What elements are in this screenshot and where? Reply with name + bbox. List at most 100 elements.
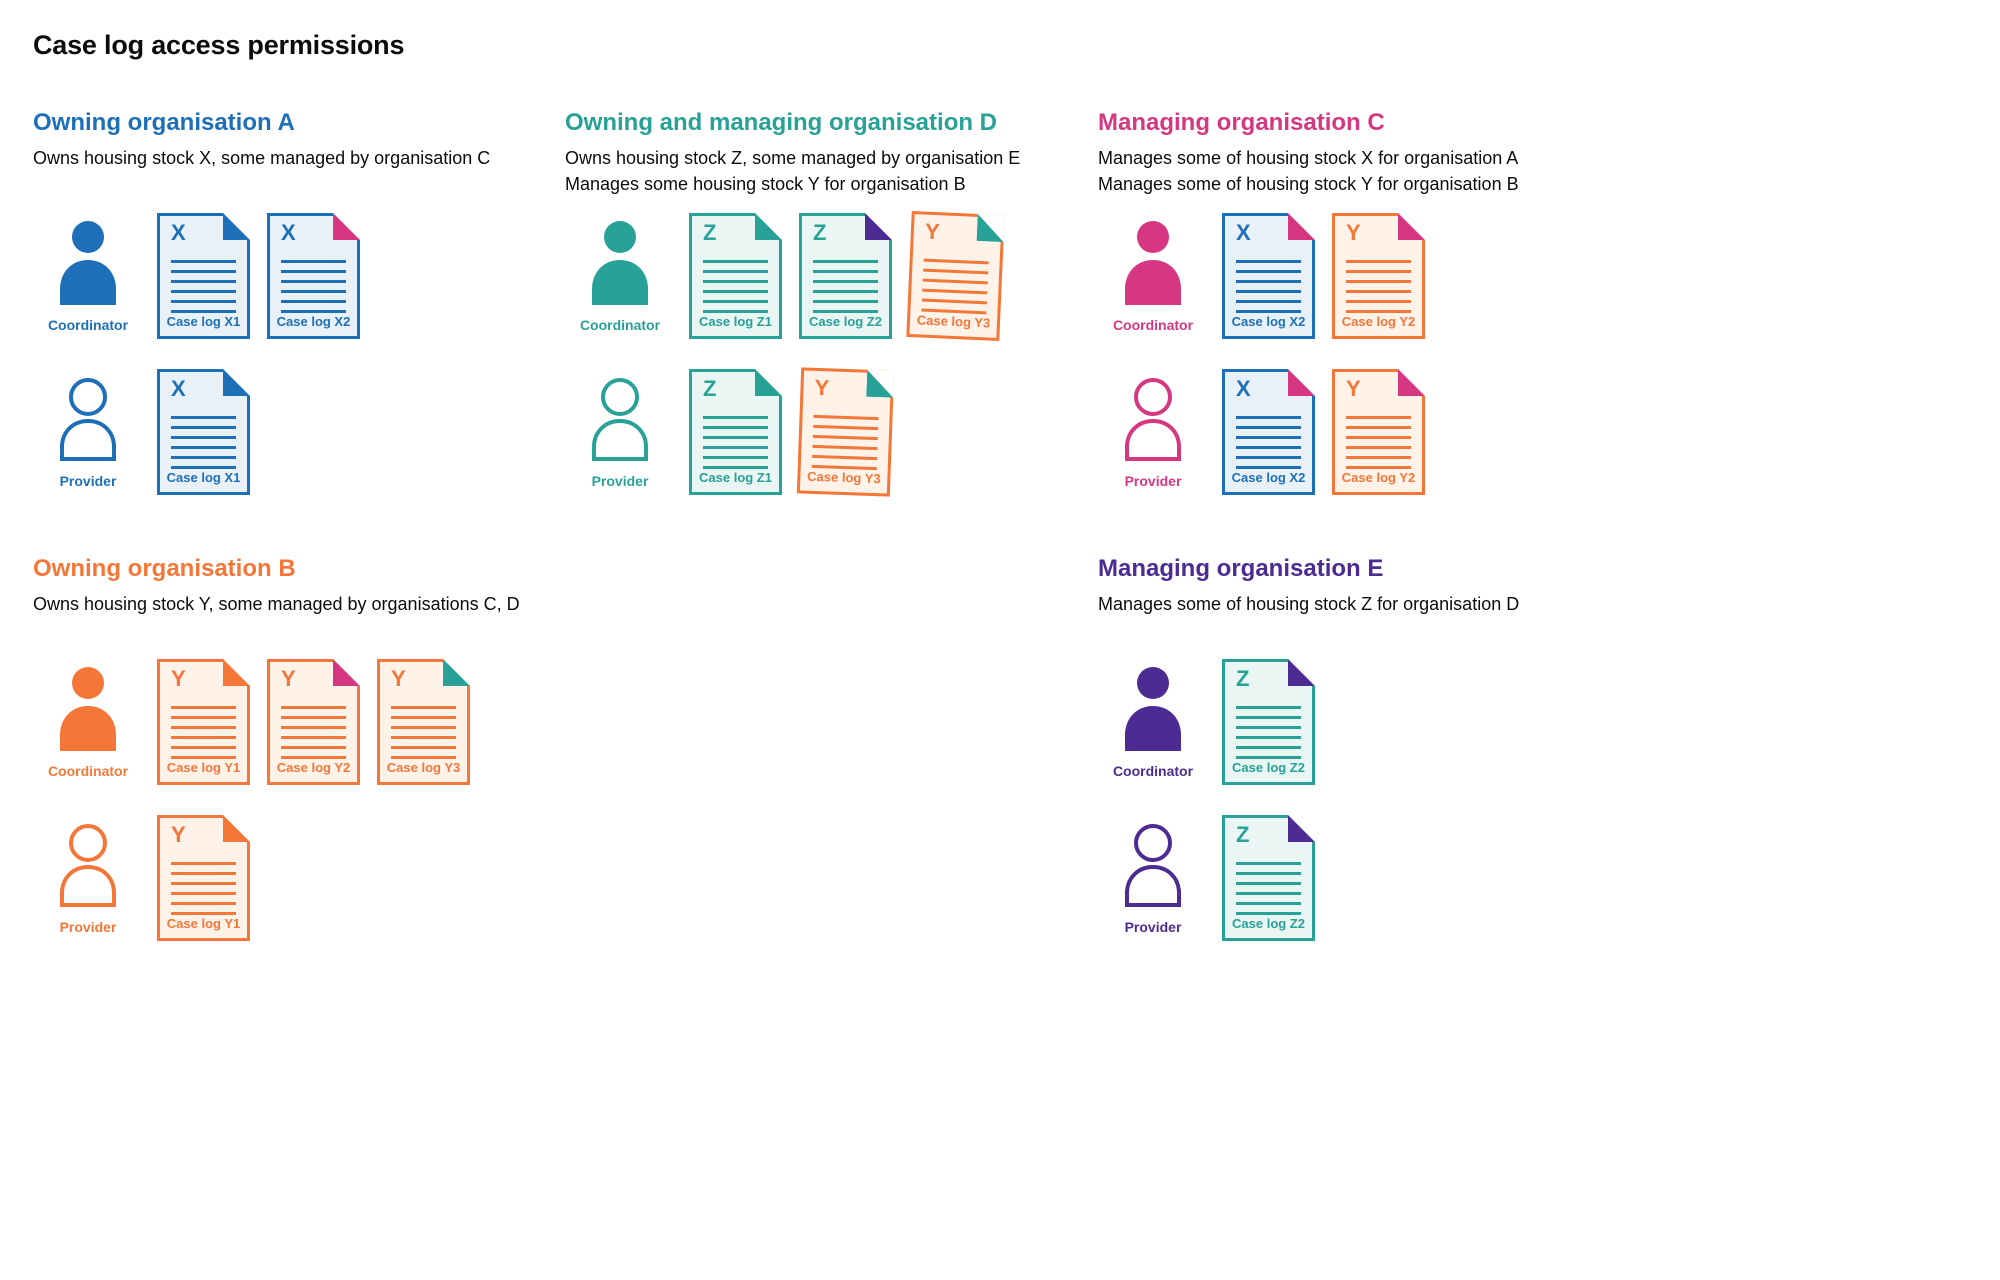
section-rows: Coordinator Z Case log Z1 Z Case log Z2 … — [565, 211, 1098, 497]
section-description-line: Owns housing stock Z, some managed by or… — [565, 148, 1021, 168]
doc-text-lines — [281, 260, 346, 320]
person: Coordinator — [565, 213, 675, 333]
person: Coordinator — [33, 659, 143, 779]
case-log-document: Y Case log Y1 — [157, 659, 250, 785]
section-description-line: Manages some of housing stock Y for orga… — [1098, 174, 1519, 194]
doc-stock-letter: X — [281, 220, 296, 245]
doc-text-lines — [171, 706, 236, 766]
person: Provider — [33, 815, 143, 935]
doc-text-lines — [171, 862, 236, 922]
person: Provider — [1098, 369, 1208, 489]
person: Coordinator — [1098, 659, 1208, 779]
person-role-label: Provider — [1124, 919, 1182, 935]
person: Coordinator — [33, 213, 143, 333]
doc-label: Case log X2 — [276, 314, 351, 329]
doc-list: Y Case log Y1 Y Case log Y2 Y Case log Y… — [157, 659, 487, 785]
doc-folded-corner-icon — [1398, 369, 1425, 396]
doc-folded-corner-icon — [976, 213, 1004, 243]
section-description: Manages some of housing stock Z for orga… — [1098, 591, 1980, 643]
doc-label: Case log X2 — [1231, 314, 1306, 329]
permission-row: Provider Y Case log Y1 — [33, 815, 565, 941]
case-log-document: Y Case log Y2 — [1332, 369, 1425, 495]
doc-text-lines — [391, 706, 456, 766]
doc-list: Z Case log Z2 — [1222, 815, 1332, 941]
case-log-document: X Case log X2 — [267, 213, 360, 339]
person-role-label: Provider — [59, 919, 117, 935]
doc-label: Case log Y2 — [1341, 470, 1416, 485]
case-log-document: Z Case log Z1 — [689, 369, 782, 495]
doc-text-lines — [1236, 862, 1301, 922]
doc-label: Case log Y3 — [386, 760, 461, 775]
doc-label: Case log Y2 — [1341, 314, 1416, 329]
doc-folded-corner-icon — [1288, 369, 1315, 396]
doc-stock-letter: Z — [1236, 666, 1250, 691]
doc-folded-corner-icon — [1288, 815, 1315, 842]
doc-label: Case log Y1 — [166, 916, 241, 931]
doc-folded-corner-icon — [1288, 213, 1315, 240]
doc-label: Case log Y1 — [166, 760, 241, 775]
org-section: Managing organisation C Manages some of … — [1098, 109, 1980, 495]
doc-label: Case log X2 — [1231, 470, 1306, 485]
doc-text-lines — [281, 706, 346, 766]
doc-label: Case log Y2 — [276, 760, 351, 775]
doc-list: Z Case log Z1 Y Case log Y3 — [689, 367, 909, 497]
doc-list: X Case log X1 X Case log X2 — [157, 213, 377, 339]
section-description-line: Manages some of housing stock Z for orga… — [1098, 594, 1520, 614]
case-log-document: Y Case log Y3 — [906, 211, 1005, 341]
permission-row: Coordinator X Case log X2 Y Case log Y2 — [1098, 213, 1980, 339]
doc-label: Case log Z2 — [1232, 916, 1305, 931]
doc-stock-letter: Y — [814, 374, 830, 401]
person-role-label: Provider — [1124, 473, 1182, 489]
case-log-document: Y Case log Y2 — [1332, 213, 1425, 339]
section-description: Manages some of housing stock X for orga… — [1098, 145, 1980, 197]
page-title: Case log access permissions — [33, 30, 405, 60]
doc-stock-letter: Y — [1346, 376, 1361, 401]
doc-label: Case log Y3 — [916, 312, 991, 331]
doc-folded-corner-icon — [865, 213, 892, 240]
person-role-label: Coordinator — [47, 317, 129, 333]
doc-folded-corner-icon — [223, 369, 250, 396]
doc-text-lines — [921, 258, 989, 322]
doc-stock-letter: Z — [703, 376, 717, 401]
doc-list: X Case log X1 — [157, 369, 267, 495]
doc-text-lines — [813, 260, 878, 320]
case-log-document: Y Case log Y3 — [377, 659, 470, 785]
sections-grid: Owning organisation A Owns housing stock… — [33, 109, 1980, 941]
doc-stock-letter: Z — [703, 220, 717, 245]
doc-folded-corner-icon — [223, 815, 250, 842]
section-description-line: Manages some housing stock Y for organis… — [565, 174, 966, 194]
doc-label: Case log Z1 — [699, 314, 772, 329]
permission-row: Coordinator Z Case log Z1 Z Case log Z2 … — [565, 211, 1098, 341]
doc-label: Case log X1 — [166, 314, 241, 329]
person-outline-icon — [60, 824, 116, 907]
person: Provider — [565, 369, 675, 489]
section-description-line: Owns housing stock X, some managed by or… — [33, 148, 491, 168]
doc-stock-letter: Y — [171, 666, 186, 691]
doc-folded-corner-icon — [866, 369, 894, 398]
person-filled-icon — [592, 221, 648, 305]
doc-label: Case log Z1 — [699, 470, 772, 485]
doc-list: X Case log X2 Y Case log Y2 — [1222, 369, 1442, 495]
case-log-document: Z Case log Z2 — [1222, 659, 1315, 785]
section-description: Owns housing stock Z, some managed by or… — [565, 145, 1098, 197]
org-section: Owning organisation A Owns housing stock… — [33, 109, 565, 495]
person-role-label: Coordinator — [1112, 763, 1194, 779]
doc-text-lines — [811, 414, 879, 477]
doc-list: Z Case log Z2 — [1222, 659, 1332, 785]
permission-row: Provider X Case log X2 Y Case log Y2 — [1098, 369, 1980, 495]
case-log-document: Z Case log Z2 — [799, 213, 892, 339]
doc-stock-letter: X — [1236, 376, 1251, 401]
doc-stock-letter: Z — [813, 220, 827, 245]
section-title: Managing organisation C — [1098, 109, 1385, 136]
person: Provider — [1098, 815, 1208, 935]
section-rows: Coordinator Z Case log Z2 Provider Z — [1098, 659, 1980, 941]
doc-stock-letter: Y — [281, 666, 296, 691]
case-log-document: Z Case log Z2 — [1222, 815, 1315, 941]
section-title: Owning and managing organisation D — [565, 109, 998, 136]
doc-folded-corner-icon — [755, 213, 782, 240]
person-filled-icon — [60, 667, 116, 751]
person-outline-icon — [592, 378, 648, 461]
doc-label: Case log Y3 — [806, 468, 881, 487]
doc-text-lines — [1236, 416, 1301, 476]
doc-text-lines — [1346, 260, 1411, 320]
